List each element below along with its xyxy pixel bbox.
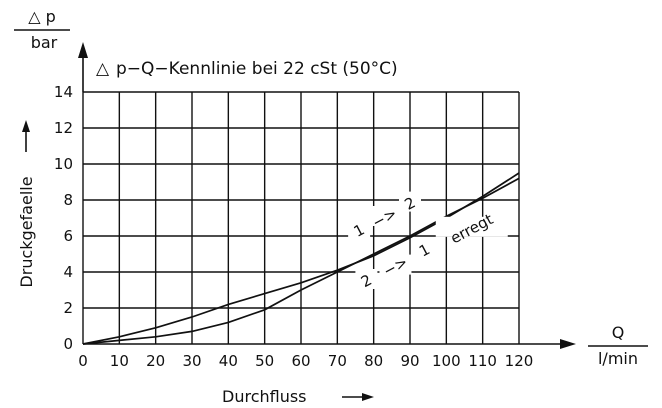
annotation-label: erregt bbox=[447, 210, 496, 247]
y-tick-label: 14 bbox=[54, 83, 73, 101]
x-axis-arrow bbox=[519, 339, 576, 349]
x-tick-label: 100 bbox=[432, 352, 461, 370]
annotation-bg bbox=[368, 206, 401, 226]
x-tick-label: 80 bbox=[364, 352, 383, 370]
annotation-bg bbox=[399, 191, 421, 212]
x-tick-label: 10 bbox=[110, 352, 129, 370]
x-unit-bottom: l/min bbox=[598, 349, 638, 368]
chart-title: p−Q−Kennlinie bei 22 cSt (50°C) bbox=[116, 59, 398, 79]
x-tick-label: 60 bbox=[291, 352, 310, 370]
x-tick-label: 40 bbox=[219, 352, 238, 370]
y-tick-label: 8 bbox=[63, 191, 73, 209]
y-tick-label: 12 bbox=[54, 119, 73, 137]
x-axis-title: Durchfluss bbox=[222, 387, 307, 406]
series-line-2 bbox=[82, 177, 520, 345]
y-tick-label: 4 bbox=[63, 263, 73, 281]
y-axis-title: Druckgefaelle bbox=[17, 176, 36, 287]
y-unit-bottom: bar bbox=[31, 33, 58, 52]
annotation-bg bbox=[379, 254, 412, 275]
x-tick-label: 50 bbox=[255, 352, 274, 370]
x-tick-label: 110 bbox=[468, 352, 497, 370]
y-tick-label: 0 bbox=[63, 335, 73, 353]
y-tick-label: 10 bbox=[54, 155, 73, 173]
grid bbox=[82, 91, 520, 345]
annotation-bg bbox=[413, 238, 436, 259]
annotation-bg bbox=[348, 218, 371, 239]
annotation-bg bbox=[355, 269, 378, 289]
x-tick-label: 70 bbox=[328, 352, 347, 370]
annotation-bg bbox=[435, 216, 508, 237]
y-axis-arrow bbox=[78, 42, 88, 92]
y-axis-title-arrow bbox=[22, 120, 30, 152]
chart-title-group: △ p−Q−Kennlinie bei 22 cSt (50°C) bbox=[96, 59, 398, 79]
y-tick-label: 2 bbox=[63, 299, 73, 317]
y-unit-top: △ p bbox=[28, 7, 56, 26]
x-tick-label: 90 bbox=[400, 352, 419, 370]
y-tick-label: 6 bbox=[63, 227, 73, 245]
x-tick-label: 120 bbox=[505, 352, 534, 370]
tick-labels: 0 10 20 30 40 50 60 70 80 90 100 110 120 0 2 4 6 8 10 12 14 bbox=[54, 83, 533, 370]
y-unit-label: △ p bar bbox=[14, 7, 70, 52]
x-unit-label: Q l/min bbox=[588, 323, 648, 368]
x-axis-title-arrow bbox=[342, 393, 374, 401]
x-tick-label: 20 bbox=[146, 352, 165, 370]
x-tick-label: 30 bbox=[182, 352, 201, 370]
x-unit-top: Q bbox=[612, 323, 625, 342]
chart-title-symbol: △ bbox=[96, 59, 110, 79]
x-tick-label: 0 bbox=[78, 352, 88, 370]
